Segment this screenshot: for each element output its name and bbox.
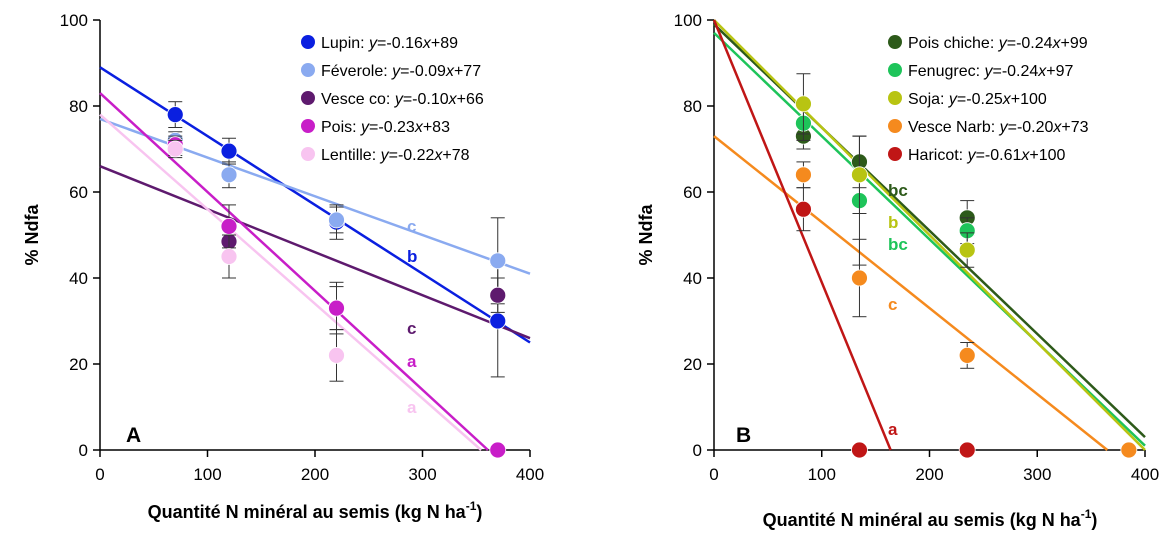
data-point	[220, 166, 238, 184]
legend-marker	[301, 35, 315, 49]
y-tick-label: 20	[683, 355, 702, 374]
data-point	[795, 200, 812, 218]
legend-marker	[301, 147, 315, 161]
x-axis-title: Quantité N minéral au semis (kg N ha-1)	[148, 499, 483, 522]
data-point	[958, 241, 976, 259]
significance-letter: c	[407, 217, 416, 236]
y-axis-title: % Ndfa	[636, 204, 656, 266]
data-point	[489, 312, 507, 330]
x-axis-title: Quantité N minéral au semis (kg N ha-1)	[763, 507, 1098, 530]
x-tick-label: 100	[808, 465, 836, 484]
y-tick-label: 40	[69, 269, 88, 288]
x-tick-label: 400	[516, 465, 544, 484]
data-point	[851, 441, 868, 459]
y-tick-label: 0	[79, 441, 88, 460]
legend-entry: Vesce Narb: y=-0.20x+73	[908, 119, 1089, 136]
data-point	[958, 441, 976, 459]
x-tick-label: 0	[95, 465, 104, 484]
legend-entry: Pois chiche: y=-0.24x+99	[908, 35, 1088, 52]
chart-panel-A: 0 20 40 60 80 100 0 100 200 300 400 % Ndfa Quantité …	[22, 11, 544, 522]
x-tick-label: 100	[193, 465, 221, 484]
y-axis-title: % Ndfa	[22, 204, 42, 266]
y-tick-label: 80	[69, 97, 88, 116]
legend-marker	[888, 147, 902, 161]
y-tick-label: 0	[693, 441, 702, 460]
data-point	[220, 142, 238, 160]
legend-entry: Féverole: y=-0.09x+77	[321, 63, 481, 80]
data-point	[851, 166, 868, 184]
regression-line	[99, 66, 531, 344]
x-tick-label: 300	[408, 465, 436, 484]
data-point	[489, 286, 507, 304]
legend-entry: Fenugrec: y=-0.24x+97	[908, 63, 1074, 80]
data-point	[328, 299, 345, 317]
data-point	[489, 252, 507, 270]
panel-label: A	[126, 424, 141, 447]
legend-entry: Haricot: y=-0.61x+100	[908, 147, 1066, 164]
regression-line	[713, 135, 1109, 451]
data-point	[328, 346, 345, 364]
significance-letter: c	[888, 295, 897, 314]
data-point	[795, 95, 812, 113]
data-point	[489, 441, 507, 459]
y-tick-label: 80	[683, 97, 702, 116]
significance-letter: bc	[888, 235, 908, 254]
legend-marker	[301, 91, 315, 105]
y-tick-label: 100	[60, 11, 88, 30]
regression-line	[99, 113, 482, 451]
y-tick-label: 20	[69, 355, 88, 374]
legend-entry: Soja: y=-0.25x+100	[908, 91, 1047, 108]
significance-letter: b	[407, 247, 417, 266]
legend-entry: Vesce co: y=-0.10x+66	[321, 91, 484, 108]
panel-label: B	[736, 424, 751, 447]
significance-letter: a	[888, 420, 898, 439]
significance-letter: b	[888, 213, 898, 232]
data-point	[166, 140, 184, 158]
regression-line	[713, 19, 1146, 451]
significance-letter: bc	[888, 181, 908, 200]
legend-marker	[888, 91, 902, 105]
x-tick-label: 200	[915, 465, 943, 484]
regression-line	[99, 117, 531, 275]
x-tick-label: 400	[1131, 465, 1159, 484]
legend-entry: Pois: y=-0.23x+83	[321, 119, 450, 136]
y-tick-label: 40	[683, 269, 702, 288]
legend: Lupin: y=-0.16x+89 Féverole: y=-0.09x+77 V…	[301, 35, 484, 164]
legend: Pois chiche: y=-0.24x+99 Fenugrec: y=-0.2…	[888, 35, 1089, 164]
significance-letter: c	[407, 319, 416, 338]
data-point	[220, 217, 238, 235]
legend-entry: Lentille: y=-0.22x+78	[321, 147, 470, 164]
legend-marker	[888, 63, 902, 77]
significance-letter: a	[407, 352, 417, 371]
y-tick-label: 100	[674, 11, 702, 30]
data-point	[851, 269, 868, 287]
regression-line	[712, 19, 892, 451]
x-tick-label: 200	[301, 465, 329, 484]
regression-line	[99, 92, 489, 451]
chart-panel-B: 0 20 40 60 80 100 0 100 200 300 400 % Ndfa Quantité …	[636, 11, 1159, 530]
y-tick-label: 60	[69, 183, 88, 202]
significance-letter: a	[407, 398, 417, 417]
regression-line	[99, 165, 531, 340]
legend-marker	[301, 63, 315, 77]
data-point	[958, 346, 976, 364]
x-tick-label: 300	[1023, 465, 1051, 484]
data-point	[220, 248, 238, 265]
data-point	[1120, 441, 1138, 459]
legend-marker	[888, 119, 902, 133]
data-point	[795, 166, 812, 184]
y-tick-label: 60	[683, 183, 702, 202]
data-point	[166, 106, 184, 123]
legend-marker	[888, 35, 902, 49]
legend-entry: Lupin: y=-0.16x+89	[321, 35, 458, 52]
data-point	[328, 211, 345, 229]
x-tick-label: 0	[709, 465, 718, 484]
legend-marker	[301, 119, 315, 133]
